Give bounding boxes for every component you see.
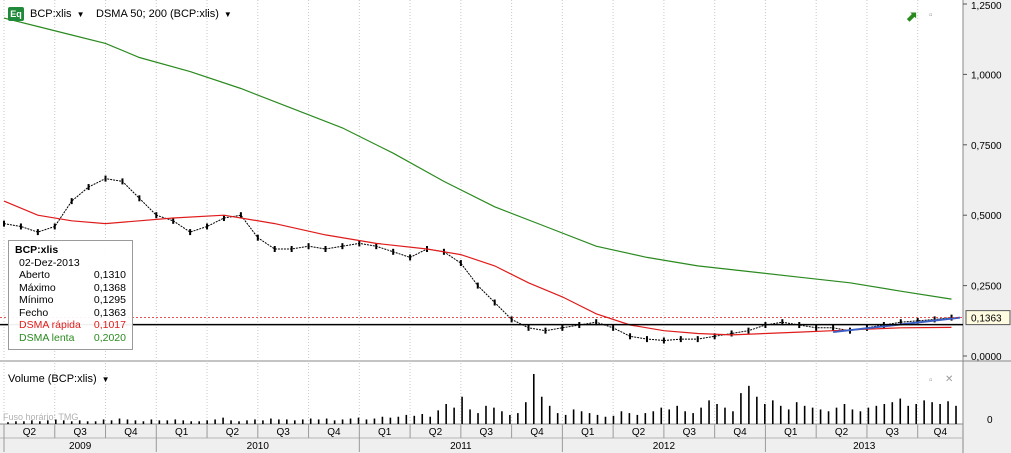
info-label: Fecho <box>19 306 49 319</box>
info-value: 0,1363 <box>93 306 126 319</box>
equity-icon: Eq <box>8 7 24 21</box>
info-label: Mínimo <box>19 294 54 306</box>
volume-pane-header[interactable]: Volume (BCP:xlis) ▼ <box>8 373 110 385</box>
timezone-label: Fuso horário: TMG <box>3 412 79 422</box>
info-row-high: Máximo 0,1368 <box>15 282 126 295</box>
y-tick-label: 0,5000 <box>971 211 1002 222</box>
quarter-label: Q4 <box>327 427 341 438</box>
y-tick-label: 0,0000 <box>971 352 1002 363</box>
quarter-label: Q1 <box>175 427 189 438</box>
quarter-label: Q4 <box>530 427 544 438</box>
last-price-box <box>965 310 1011 326</box>
quarter-label: Q4 <box>124 427 138 438</box>
info-row-open: Aberto 0,1310 <box>15 269 126 282</box>
info-row-close: Fecho 0,1363 <box>15 307 126 320</box>
close-icon[interactable]: ✕ <box>945 374 954 385</box>
year-label: 2012 <box>653 441 676 452</box>
chevron-down-icon: ▼ <box>101 374 110 384</box>
info-row-slow-ma: DSMA lenta 0,2020 <box>15 332 126 345</box>
quarter-label: Q3 <box>886 427 900 438</box>
symbol-selector[interactable]: BCP:xlis ▼ <box>30 8 84 20</box>
year-label: 2009 <box>69 441 92 452</box>
quarter-label: Q3 <box>277 427 291 438</box>
quarter-label: Q2 <box>226 427 240 438</box>
study-label: DSMA 50; 200 (BCP:xlis) <box>96 8 219 20</box>
quarter-label: Q2 <box>835 427 849 438</box>
info-value: 0,2020 <box>93 331 126 344</box>
data-window: BCP:xlis 02-Dez-2013 Aberto 0,1310 Máximo… <box>8 240 133 350</box>
quarter-label: Q4 <box>733 427 747 438</box>
quarter-label: Q1 <box>378 427 392 438</box>
info-date: 02-Dez-2013 <box>19 256 80 269</box>
year-label: 2011 <box>450 441 472 452</box>
symbol-label: BCP:xlis <box>30 8 72 20</box>
maximize-icon[interactable]: ▫ <box>929 375 933 386</box>
volume-label: Volume (BCP:xlis) <box>8 373 97 385</box>
quarter-label: Q2 <box>632 427 646 438</box>
info-label: Máximo <box>19 281 56 294</box>
slow-ma-line <box>3 17 952 300</box>
quarter-label: Q2 <box>429 427 443 438</box>
info-label: DSMA rápida <box>19 319 81 331</box>
quarter-label: Q1 <box>784 427 798 438</box>
quarter-label: Q1 <box>581 427 595 438</box>
chevron-down-icon: ▼ <box>223 9 232 19</box>
info-label: DSMA lenta <box>19 331 75 344</box>
y-tick-label: 1,2500 <box>971 1 1002 12</box>
quarter-label: Q3 <box>73 427 87 438</box>
info-value: 0,1310 <box>93 269 126 281</box>
quarter-label: Q3 <box>683 427 697 438</box>
year-label: 2010 <box>247 441 270 452</box>
y-axis-panel <box>963 0 1011 453</box>
quarter-label: Q3 <box>480 427 494 438</box>
info-value: 0,1017 <box>93 319 126 331</box>
volume-axis-label: 0 <box>987 415 993 426</box>
chevron-down-icon: ▼ <box>76 9 85 19</box>
info-value: 0,1368 <box>93 281 126 294</box>
price-line <box>3 178 952 342</box>
y-tick-label: 0,7500 <box>971 141 1002 152</box>
fast-ma-line <box>3 200 952 336</box>
info-label: Aberto <box>19 269 50 281</box>
study-selector[interactable]: DSMA 50; 200 (BCP:xlis) ▼ <box>96 8 232 20</box>
year-label: 2013 <box>853 441 876 452</box>
maximize-icon[interactable]: ▫ <box>929 10 933 21</box>
quarter-label: Q2 <box>23 427 37 438</box>
quarter-label: Q4 <box>934 427 948 438</box>
y-tick-label: 1,0000 <box>971 70 1002 81</box>
info-title: BCP:xlis <box>15 244 59 256</box>
info-date-row: 02-Dez-2013 <box>15 257 126 270</box>
y-tick-label: 0,2500 <box>971 282 1002 293</box>
info-row-fast-ma: DSMA rápida 0,1017 <box>15 319 126 332</box>
trend-up-icon[interactable]: ⬈ <box>906 8 918 24</box>
info-value: 0,1295 <box>93 294 126 306</box>
last-price-value: 0,1363 <box>971 314 1002 325</box>
info-row-low: Mínimo 0,1295 <box>15 294 126 307</box>
